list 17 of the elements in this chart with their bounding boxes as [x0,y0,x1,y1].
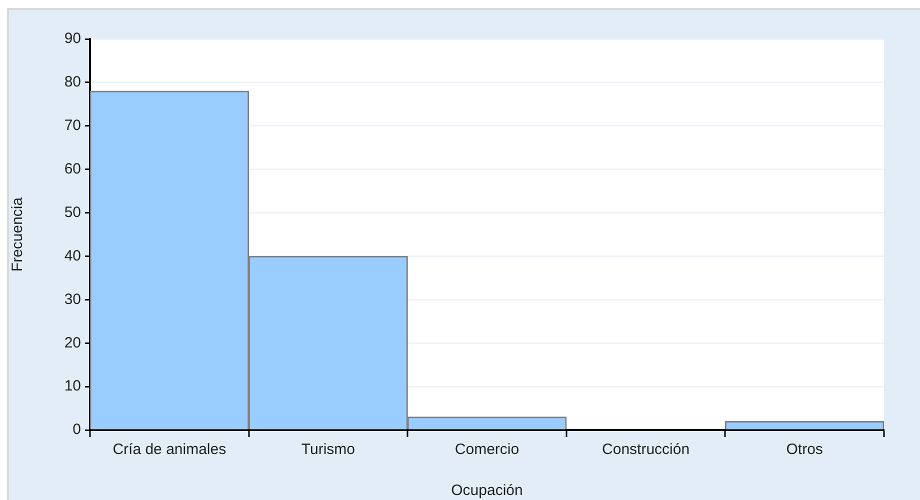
y-tick-label: 80 [64,74,81,91]
y-tick-label: 90 [64,30,81,48]
x-tick-label: Cría de animales [112,441,226,458]
y-axis-title: Frecuencia [9,196,26,272]
x-axis-title: Ocupación [451,482,523,500]
y-tick-label: 50 [64,204,81,221]
y-tick-label: 60 [64,160,81,178]
x-tick-label: Turismo [301,441,356,458]
x-tick-label: Comercio [454,441,520,458]
y-tick-label: 20 [64,334,81,352]
y-tick-label: 30 [64,290,81,308]
y-tick-label: 10 [64,378,81,395]
x-tick-label: Construcción [602,441,690,458]
y-tick-label: 0 [72,421,81,438]
y-tick-label: 40 [64,247,81,264]
x-tick-label: Otros [786,441,823,458]
y-tick-label: 70 [64,117,81,134]
